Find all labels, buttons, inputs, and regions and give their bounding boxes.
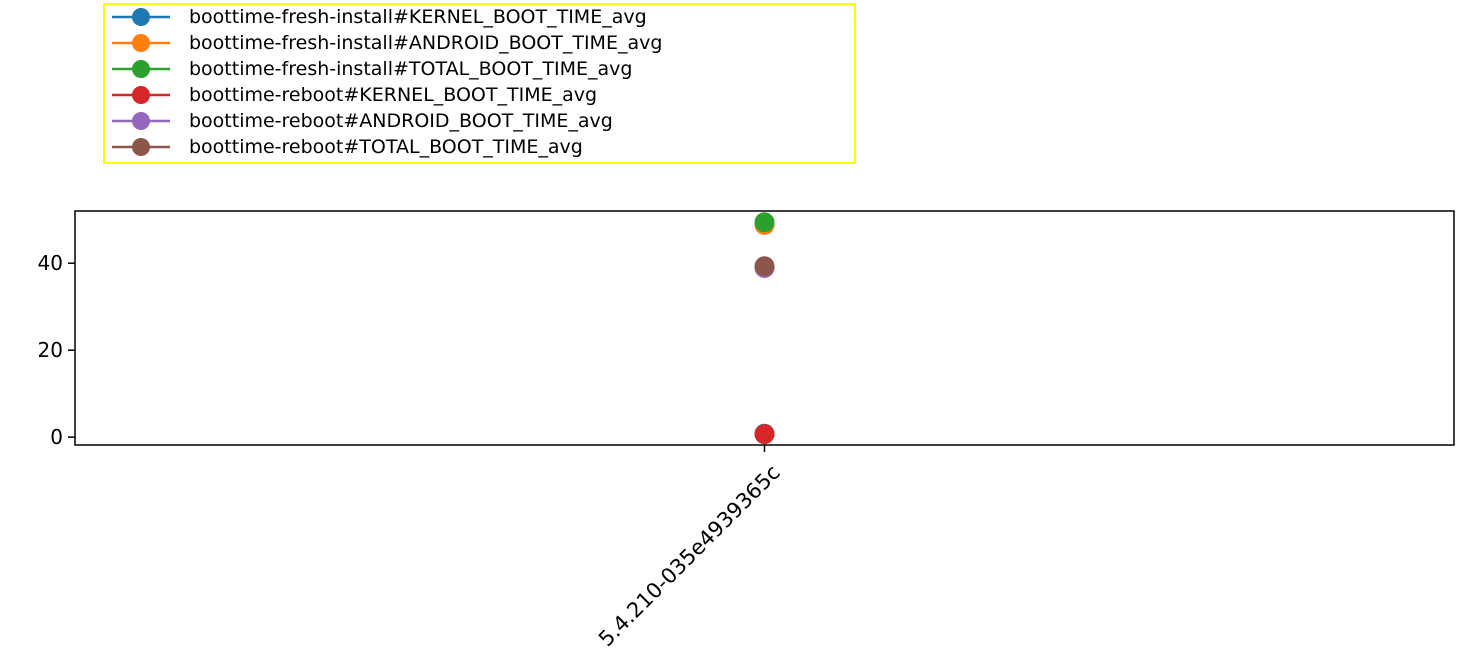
y-axis: 0 20 40: [38, 251, 75, 449]
legend-marker: [132, 86, 150, 104]
y-tick-label: 0: [50, 425, 63, 449]
data-points: [754, 212, 775, 445]
legend-entry: boottime-reboot#ANDROID_BOOT_TIME_avg: [112, 110, 613, 132]
legend-marker: [132, 138, 150, 156]
legend-label: boottime-reboot#KERNEL_BOOT_TIME_avg: [189, 84, 597, 106]
legend: boottime-fresh-install#KERNEL_BOOT_TIME_…: [103, 3, 856, 164]
y-tick-label: 40: [38, 251, 63, 275]
legend-label: boottime-fresh-install#KERNEL_BOOT_TIME_…: [189, 6, 647, 28]
y-tick-label: 20: [38, 338, 63, 362]
data-point: [754, 424, 775, 445]
x-axis: 5.4.210-035e4939365c: [594, 445, 785, 651]
x-tick-label: 5.4.210-035e4939365c: [594, 460, 785, 651]
legend-marker: [132, 60, 150, 78]
legend-entry: boottime-fresh-install#TOTAL_BOOT_TIME_a…: [112, 58, 632, 80]
legend-entry: boottime-reboot#KERNEL_BOOT_TIME_avg: [112, 84, 597, 106]
data-point: [754, 212, 775, 233]
legend-marker: [132, 34, 150, 52]
legend-box: [103, 3, 856, 164]
plot-area: 0 20 40 5.4.210-035e4939365c: [38, 210, 1455, 651]
legend-label: boottime-reboot#ANDROID_BOOT_TIME_avg: [189, 110, 613, 132]
legend-label: boottime-fresh-install#ANDROID_BOOT_TIME…: [189, 32, 662, 54]
legend-marker: [132, 112, 150, 130]
legend-marker: [132, 8, 150, 26]
legend-label: boottime-fresh-install#TOTAL_BOOT_TIME_a…: [189, 58, 632, 80]
legend-entry: boottime-fresh-install#KERNEL_BOOT_TIME_…: [112, 6, 647, 28]
legend-entry: boottime-fresh-install#ANDROID_BOOT_TIME…: [112, 32, 662, 54]
data-point: [754, 256, 775, 277]
legend-label: boottime-reboot#TOTAL_BOOT_TIME_avg: [189, 136, 583, 158]
legend-entry: boottime-reboot#TOTAL_BOOT_TIME_avg: [112, 136, 583, 158]
plot-frame: [74, 210, 1455, 446]
